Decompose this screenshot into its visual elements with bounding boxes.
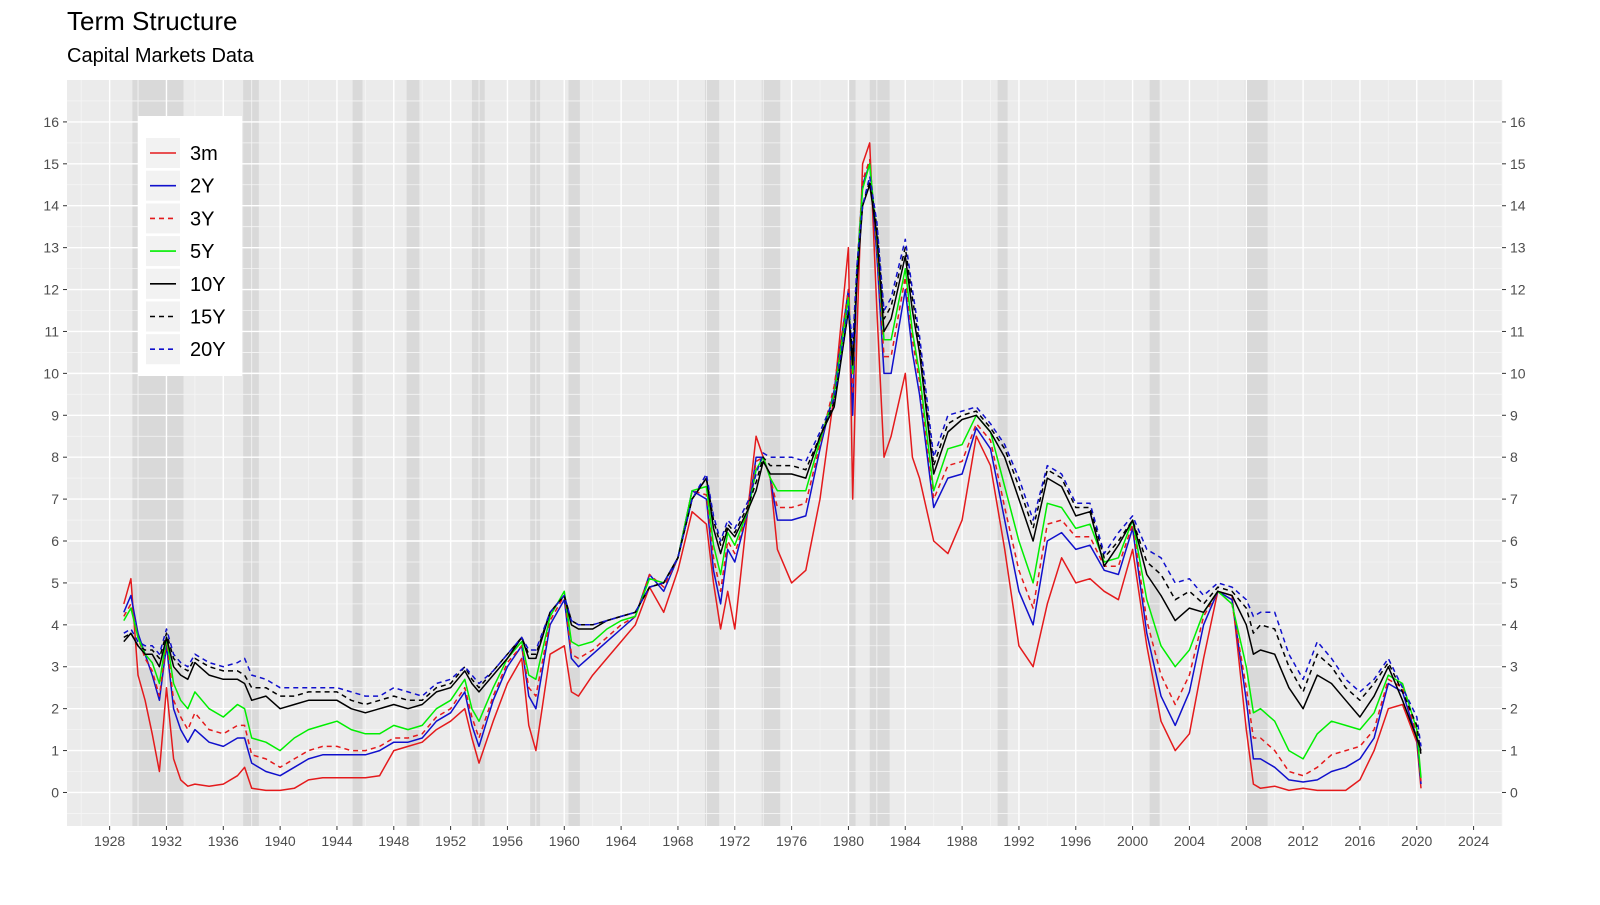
y-tick-label-left-5: 5 (51, 575, 59, 591)
plot-panel (67, 80, 1502, 826)
y-tick-label-right-13: 13 (1510, 240, 1526, 256)
x-tick-label-2000: 2000 (1117, 833, 1148, 849)
y-tick-label-right-8: 8 (1510, 449, 1518, 465)
y-tick-label-left-16: 16 (43, 114, 59, 130)
y-tick-label-left-12: 12 (43, 282, 59, 298)
x-tick-label-1988: 1988 (947, 833, 978, 849)
legend-label-15y: 15Y (190, 307, 226, 329)
recession-band-6 (568, 80, 580, 826)
y-tick-label-right-12: 12 (1510, 282, 1526, 298)
x-tick-label-1944: 1944 (321, 833, 352, 849)
recession-band-7 (704, 80, 720, 826)
recession-band-2 (352, 80, 363, 826)
x-tick-label-1960: 1960 (549, 833, 580, 849)
y-tick-label-right-4: 4 (1510, 617, 1518, 633)
y-tick-label-right-5: 5 (1510, 575, 1518, 591)
y-tick-label-right-1: 1 (1510, 743, 1518, 759)
chart-title: Term Structure (67, 6, 238, 36)
x-tick-label-1928: 1928 (94, 833, 125, 849)
x-tick-label-1976: 1976 (776, 833, 807, 849)
y-tick-label-left-7: 7 (51, 491, 59, 507)
x-tick-label-2004: 2004 (1174, 833, 1205, 849)
y-tick-label-right-14: 14 (1510, 198, 1526, 214)
y-tick-label-left-15: 15 (43, 156, 59, 172)
x-tick-label-1940: 1940 (265, 833, 296, 849)
x-tick-label-1956: 1956 (492, 833, 523, 849)
y-tick-label-right-10: 10 (1510, 365, 1526, 381)
y-tick-label-right-11: 11 (1510, 323, 1525, 339)
legend-label-2y: 2Y (190, 176, 214, 198)
x-tick-label-1996: 1996 (1060, 833, 1091, 849)
x-tick-label-1964: 1964 (606, 833, 637, 849)
legend-label-20y: 20Y (190, 339, 226, 361)
y-tick-label-left-9: 9 (51, 407, 59, 423)
legend-label-3m: 3m (190, 143, 218, 165)
legend-label-10y: 10Y (190, 274, 226, 296)
x-tick-label-1952: 1952 (435, 833, 466, 849)
x-tick-label-1972: 1972 (719, 833, 750, 849)
y-tick-label-right-0: 0 (1510, 784, 1518, 800)
x-tick-label-2008: 2008 (1231, 833, 1262, 849)
x-tick-label-2024: 2024 (1458, 833, 1489, 849)
series-line-15y (123, 179, 1422, 755)
series-line-2y (123, 163, 1422, 785)
recession-band-12 (1149, 80, 1160, 826)
series-line-5y (123, 163, 1422, 778)
y-tick-label-right-6: 6 (1510, 533, 1518, 549)
y-tick-label-left-3: 3 (51, 659, 59, 675)
x-tick-label-2020: 2020 (1401, 833, 1432, 849)
y-tick-label-left-13: 13 (43, 240, 59, 256)
y-tick-label-right-15: 15 (1510, 156, 1526, 172)
x-tick-label-1936: 1936 (208, 833, 239, 849)
legend-label-3y: 3Y (190, 208, 214, 230)
y-tick-label-right-3: 3 (1510, 659, 1518, 675)
y-tick-label-right-2: 2 (1510, 701, 1518, 717)
x-tick-label-2012: 2012 (1288, 833, 1319, 849)
y-tick-label-left-0: 0 (51, 784, 59, 800)
y-tick-label-left-11: 11 (44, 323, 59, 339)
recession-band-4 (471, 80, 485, 826)
series-line-20y (123, 175, 1422, 747)
y-tick-label-left-1: 1 (51, 743, 59, 759)
series-line-3m (123, 142, 1422, 792)
chart-subtitle: Capital Markets Data (67, 45, 254, 67)
y-tick-label-right-16: 16 (1510, 114, 1526, 130)
recession-band-3 (406, 80, 420, 826)
x-tick-label-1948: 1948 (378, 833, 409, 849)
x-tick-label-2016: 2016 (1344, 833, 1375, 849)
x-tick-label-1980: 1980 (833, 833, 864, 849)
recession-band-1 (243, 80, 259, 826)
x-tick-label-1992: 1992 (1003, 833, 1034, 849)
y-tick-label-left-2: 2 (51, 701, 59, 717)
y-tick-label-left-4: 4 (51, 617, 59, 633)
y-tick-label-left-10: 10 (43, 365, 59, 381)
y-tick-label-left-14: 14 (43, 198, 59, 214)
y-tick-label-left-8: 8 (51, 449, 59, 465)
y-tick-label-left-6: 6 (51, 533, 59, 549)
series-line-10y (123, 184, 1422, 751)
legend-label-5y: 5Y (190, 241, 214, 263)
recession-band-8 (761, 80, 781, 826)
y-tick-label-right-7: 7 (1510, 491, 1518, 507)
recession-band-5 (530, 80, 541, 826)
x-tick-label-1984: 1984 (890, 833, 921, 849)
x-tick-label-1968: 1968 (662, 833, 693, 849)
y-tick-label-right-9: 9 (1510, 407, 1518, 423)
x-tick-label-1932: 1932 (151, 833, 182, 849)
